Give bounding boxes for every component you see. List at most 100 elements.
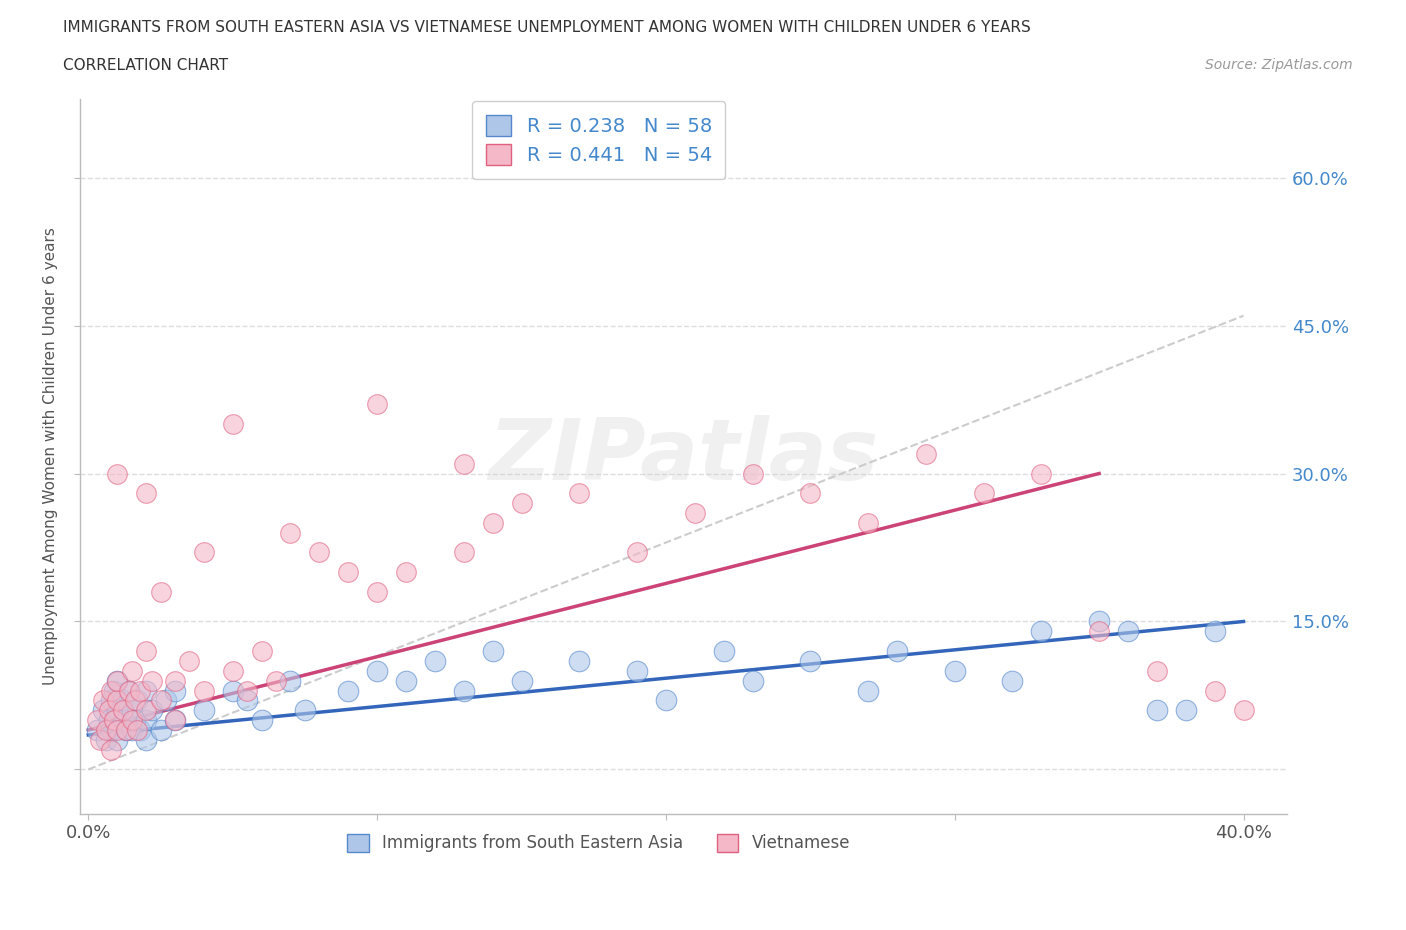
Point bbox=[135, 644, 157, 658]
Point bbox=[94, 733, 117, 748]
Point bbox=[423, 654, 446, 669]
Point bbox=[135, 733, 157, 748]
Point bbox=[135, 684, 157, 698]
Point bbox=[124, 693, 146, 708]
Point bbox=[105, 693, 128, 708]
Point bbox=[1031, 466, 1053, 481]
Point bbox=[1146, 703, 1168, 718]
Point bbox=[337, 565, 360, 579]
Point bbox=[91, 703, 114, 718]
Point bbox=[100, 723, 122, 737]
Point bbox=[124, 712, 146, 727]
Point bbox=[111, 693, 134, 708]
Point bbox=[568, 485, 591, 500]
Point bbox=[105, 466, 128, 481]
Point bbox=[97, 712, 120, 727]
Point bbox=[111, 712, 134, 727]
Point bbox=[1116, 624, 1139, 639]
Text: CORRELATION CHART: CORRELATION CHART bbox=[63, 58, 228, 73]
Point bbox=[914, 446, 936, 461]
Point bbox=[118, 684, 141, 698]
Point bbox=[1088, 614, 1111, 629]
Point bbox=[115, 723, 138, 737]
Point bbox=[481, 644, 503, 658]
Point bbox=[856, 684, 879, 698]
Point bbox=[121, 663, 143, 678]
Point bbox=[193, 703, 215, 718]
Point bbox=[943, 663, 966, 678]
Point bbox=[1204, 624, 1226, 639]
Point bbox=[135, 485, 157, 500]
Point bbox=[111, 703, 134, 718]
Point bbox=[105, 673, 128, 688]
Point bbox=[568, 654, 591, 669]
Point bbox=[121, 712, 143, 727]
Point bbox=[294, 703, 316, 718]
Point bbox=[366, 663, 388, 678]
Point bbox=[453, 457, 475, 472]
Point bbox=[713, 644, 735, 658]
Point bbox=[193, 684, 215, 698]
Point bbox=[115, 723, 138, 737]
Point bbox=[141, 703, 163, 718]
Point bbox=[94, 723, 117, 737]
Point bbox=[105, 673, 128, 688]
Text: Source: ZipAtlas.com: Source: ZipAtlas.com bbox=[1205, 58, 1353, 72]
Point bbox=[103, 712, 125, 727]
Point bbox=[100, 684, 122, 698]
Point bbox=[105, 723, 128, 737]
Point bbox=[741, 466, 763, 481]
Point bbox=[856, 515, 879, 530]
Point bbox=[222, 663, 245, 678]
Point bbox=[135, 703, 157, 718]
Point bbox=[510, 673, 533, 688]
Y-axis label: Unemployment Among Women with Children Under 6 years: Unemployment Among Women with Children U… bbox=[44, 227, 58, 685]
Point bbox=[337, 684, 360, 698]
Point bbox=[163, 712, 186, 727]
Point bbox=[1174, 703, 1197, 718]
Point bbox=[280, 525, 302, 540]
Point bbox=[127, 723, 149, 737]
Point bbox=[135, 712, 157, 727]
Point bbox=[250, 644, 273, 658]
Point bbox=[1031, 624, 1053, 639]
Point bbox=[366, 397, 388, 412]
Point bbox=[121, 703, 143, 718]
Point bbox=[103, 712, 125, 727]
Point bbox=[236, 684, 259, 698]
Point bbox=[799, 654, 821, 669]
Point bbox=[222, 684, 245, 698]
Point bbox=[97, 703, 120, 718]
Point bbox=[86, 712, 108, 727]
Point bbox=[308, 545, 330, 560]
Text: ZIPatlas: ZIPatlas bbox=[488, 415, 879, 498]
Text: IMMIGRANTS FROM SOUTH EASTERN ASIA VS VIETNAMESE UNEMPLOYMENT AMONG WOMEN WITH C: IMMIGRANTS FROM SOUTH EASTERN ASIA VS VI… bbox=[63, 20, 1031, 35]
Point bbox=[222, 417, 245, 432]
Point bbox=[236, 693, 259, 708]
Point bbox=[163, 712, 186, 727]
Point bbox=[481, 515, 503, 530]
Point bbox=[149, 584, 172, 599]
Point bbox=[626, 545, 648, 560]
Point bbox=[163, 684, 186, 698]
Point bbox=[193, 545, 215, 560]
Point bbox=[886, 644, 908, 658]
Point bbox=[250, 712, 273, 727]
Point bbox=[121, 723, 143, 737]
Point bbox=[141, 673, 163, 688]
Point bbox=[1001, 673, 1024, 688]
Point bbox=[453, 684, 475, 698]
Point bbox=[103, 684, 125, 698]
Point bbox=[741, 673, 763, 688]
Point bbox=[100, 693, 122, 708]
Point bbox=[127, 693, 149, 708]
Point bbox=[100, 742, 122, 757]
Point bbox=[799, 485, 821, 500]
Point bbox=[86, 723, 108, 737]
Point bbox=[683, 506, 706, 521]
Point bbox=[1204, 684, 1226, 698]
Point bbox=[149, 693, 172, 708]
Point bbox=[1088, 624, 1111, 639]
Legend: Immigrants from South Eastern Asia, Vietnamese: Immigrants from South Eastern Asia, Viet… bbox=[340, 827, 856, 859]
Point bbox=[179, 654, 201, 669]
